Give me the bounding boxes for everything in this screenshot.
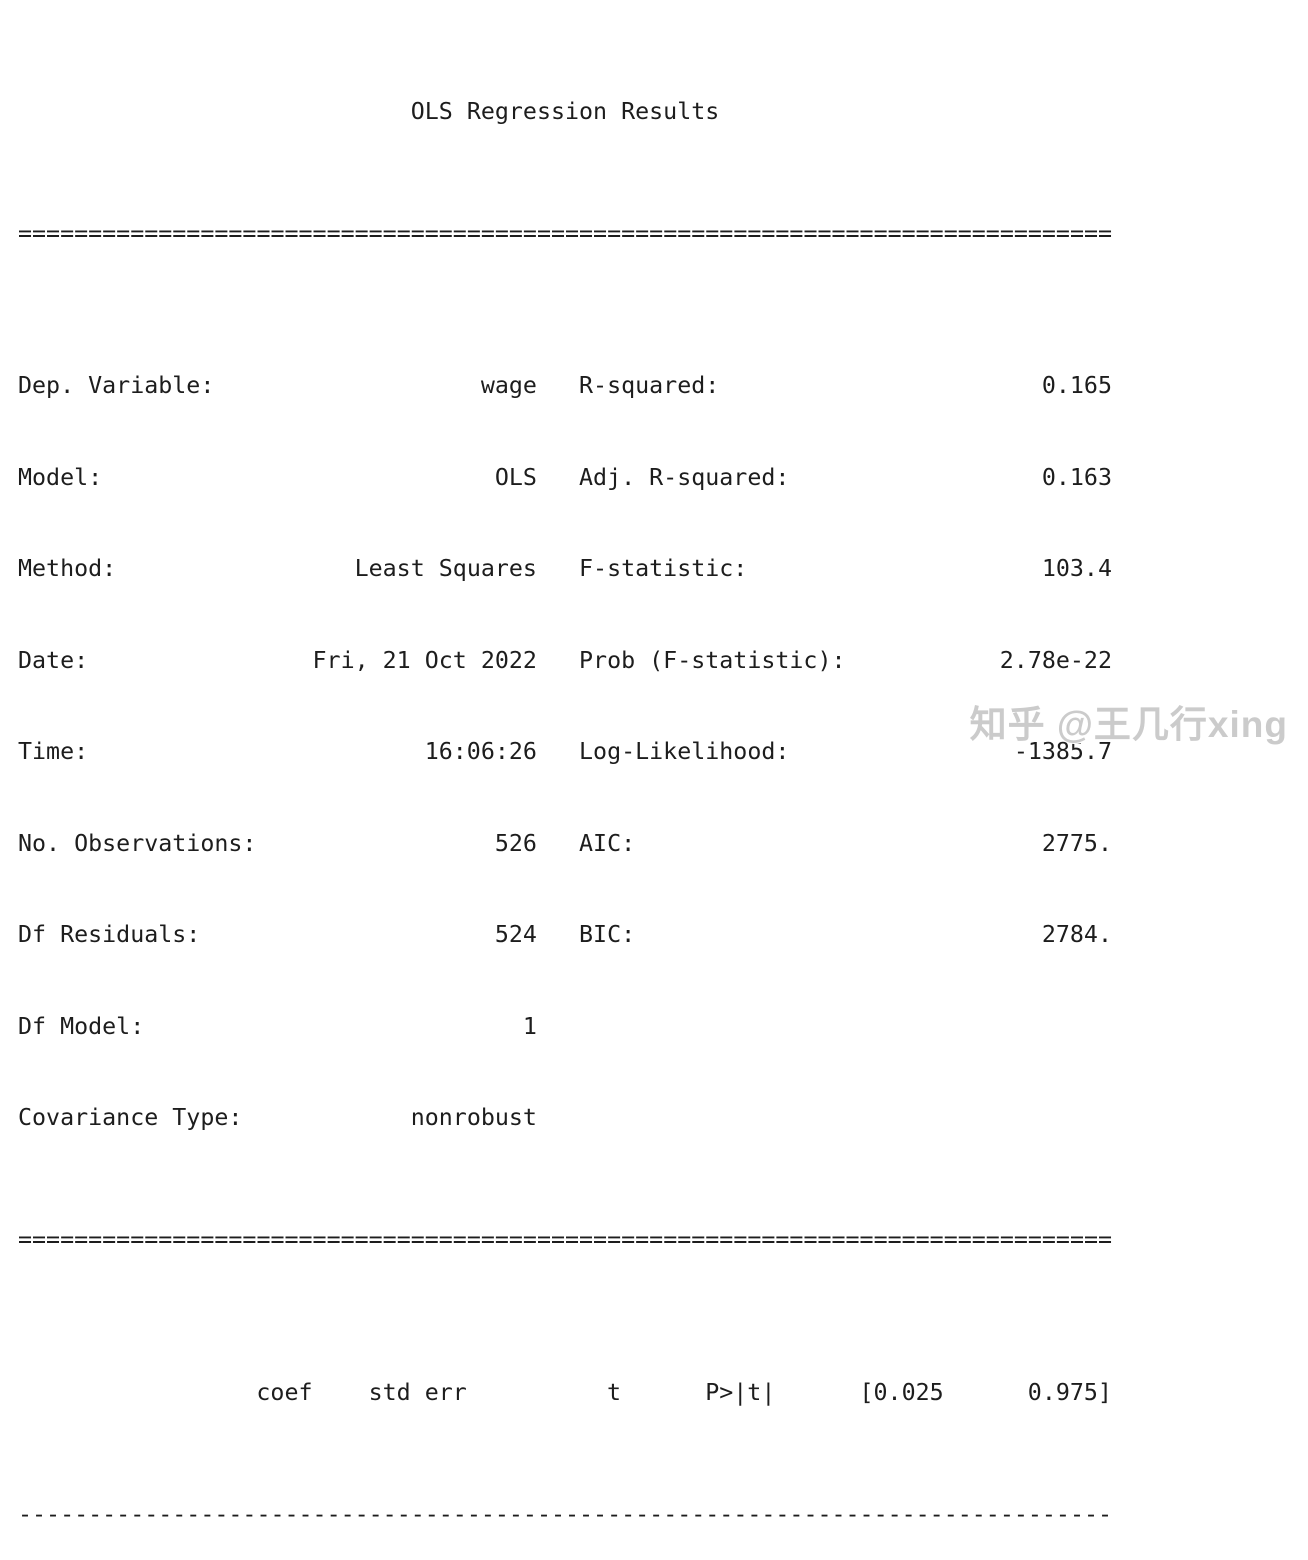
stat-label: Df Residuals: (18, 921, 201, 948)
stat-value: 2775. (1041, 829, 1112, 857)
stat-value: 16:06:26 (424, 738, 537, 765)
summary-row: No. Observations: 526 AIC: 2775. (18, 829, 1294, 860)
stat-value: wage (480, 372, 537, 399)
ols-regression-report: OLS Regression Results =================… (18, 5, 1294, 1560)
stat-label: BIC: (579, 921, 636, 948)
stat-label: Model: (18, 463, 103, 491)
stat-value: OLS (494, 463, 537, 491)
stat-value: 2784. (1041, 921, 1112, 948)
stat-value: 1 (522, 1012, 537, 1040)
stat-label: Method: (18, 555, 117, 582)
stat-value: Fri, 21 Oct 2022 (312, 646, 537, 674)
stat-label: AIC: (579, 829, 636, 857)
stat-value: 526 (494, 829, 537, 857)
stat-value: 0.163 (1041, 463, 1112, 491)
stat-label: Dep. Variable: (18, 372, 215, 399)
stat-label: Log-Likelihood: (579, 738, 790, 765)
coef-header-ci-low: [0.025 (859, 1378, 944, 1406)
coef-header-coef: coef (256, 1378, 313, 1406)
separator-double: ========================================… (18, 1226, 1113, 1253)
stat-value: 0.165 (1041, 372, 1112, 399)
separator-double: ========================================… (18, 219, 1113, 247)
stat-value: nonrobust (410, 1104, 537, 1131)
summary-row: Model: OLS Adj. R-squared: 0.163 (18, 463, 1294, 494)
stat-label: Df Model: (18, 1012, 145, 1040)
coef-table-header: coef std err t P>|t| [0.025 0.975] (18, 1378, 1294, 1409)
summary-row: Covariance Type: nonrobust (18, 1103, 1294, 1134)
stat-label: Time: (18, 738, 89, 765)
stat-label: No. Observations: (18, 829, 257, 857)
coef-header-p: P>|t| (705, 1378, 776, 1406)
stat-label: Covariance Type: (18, 1104, 243, 1131)
coef-header-name (18, 1378, 144, 1409)
stat-value: Least Squares (354, 555, 537, 582)
stat-value: 524 (494, 921, 537, 948)
coef-header-t: t (607, 1378, 622, 1406)
zhihu-watermark: 知乎 @王几行xing (969, 704, 1288, 745)
summary-row: Method: Least Squares F-statistic: 103.4 (18, 554, 1294, 585)
summary-row: Dep. Variable: wage R-squared: 0.165 (18, 371, 1294, 402)
summary-row: Df Model: 1 (18, 1012, 1294, 1043)
coef-header-stderr: std err (368, 1378, 467, 1406)
stat-label: F-statistic: (579, 555, 748, 582)
separator-single: ----------------------------------------… (18, 1500, 1113, 1528)
summary-row: Time: 16:06:26 Log-Likelihood: -1385.7 (18, 737, 1294, 768)
stat-value: 103.4 (1041, 555, 1112, 582)
stat-value: -1385.7 (1013, 738, 1112, 765)
report-title: OLS Regression Results (410, 97, 720, 125)
stat-label: Date: (18, 646, 89, 674)
stat-label: Adj. R-squared: (579, 463, 790, 491)
summary-row: Date: Fri, 21 Oct 2022 Prob (F-statistic):… (18, 646, 1294, 677)
stat-value: 2.78e-22 (999, 646, 1112, 674)
summary-row: Df Residuals: 524 BIC: 2784. (18, 920, 1294, 951)
stat-label: Prob (F-statistic): (579, 646, 846, 674)
coef-header-ci-high: 0.975] (1027, 1378, 1112, 1406)
stat-label: R-squared: (579, 372, 720, 399)
